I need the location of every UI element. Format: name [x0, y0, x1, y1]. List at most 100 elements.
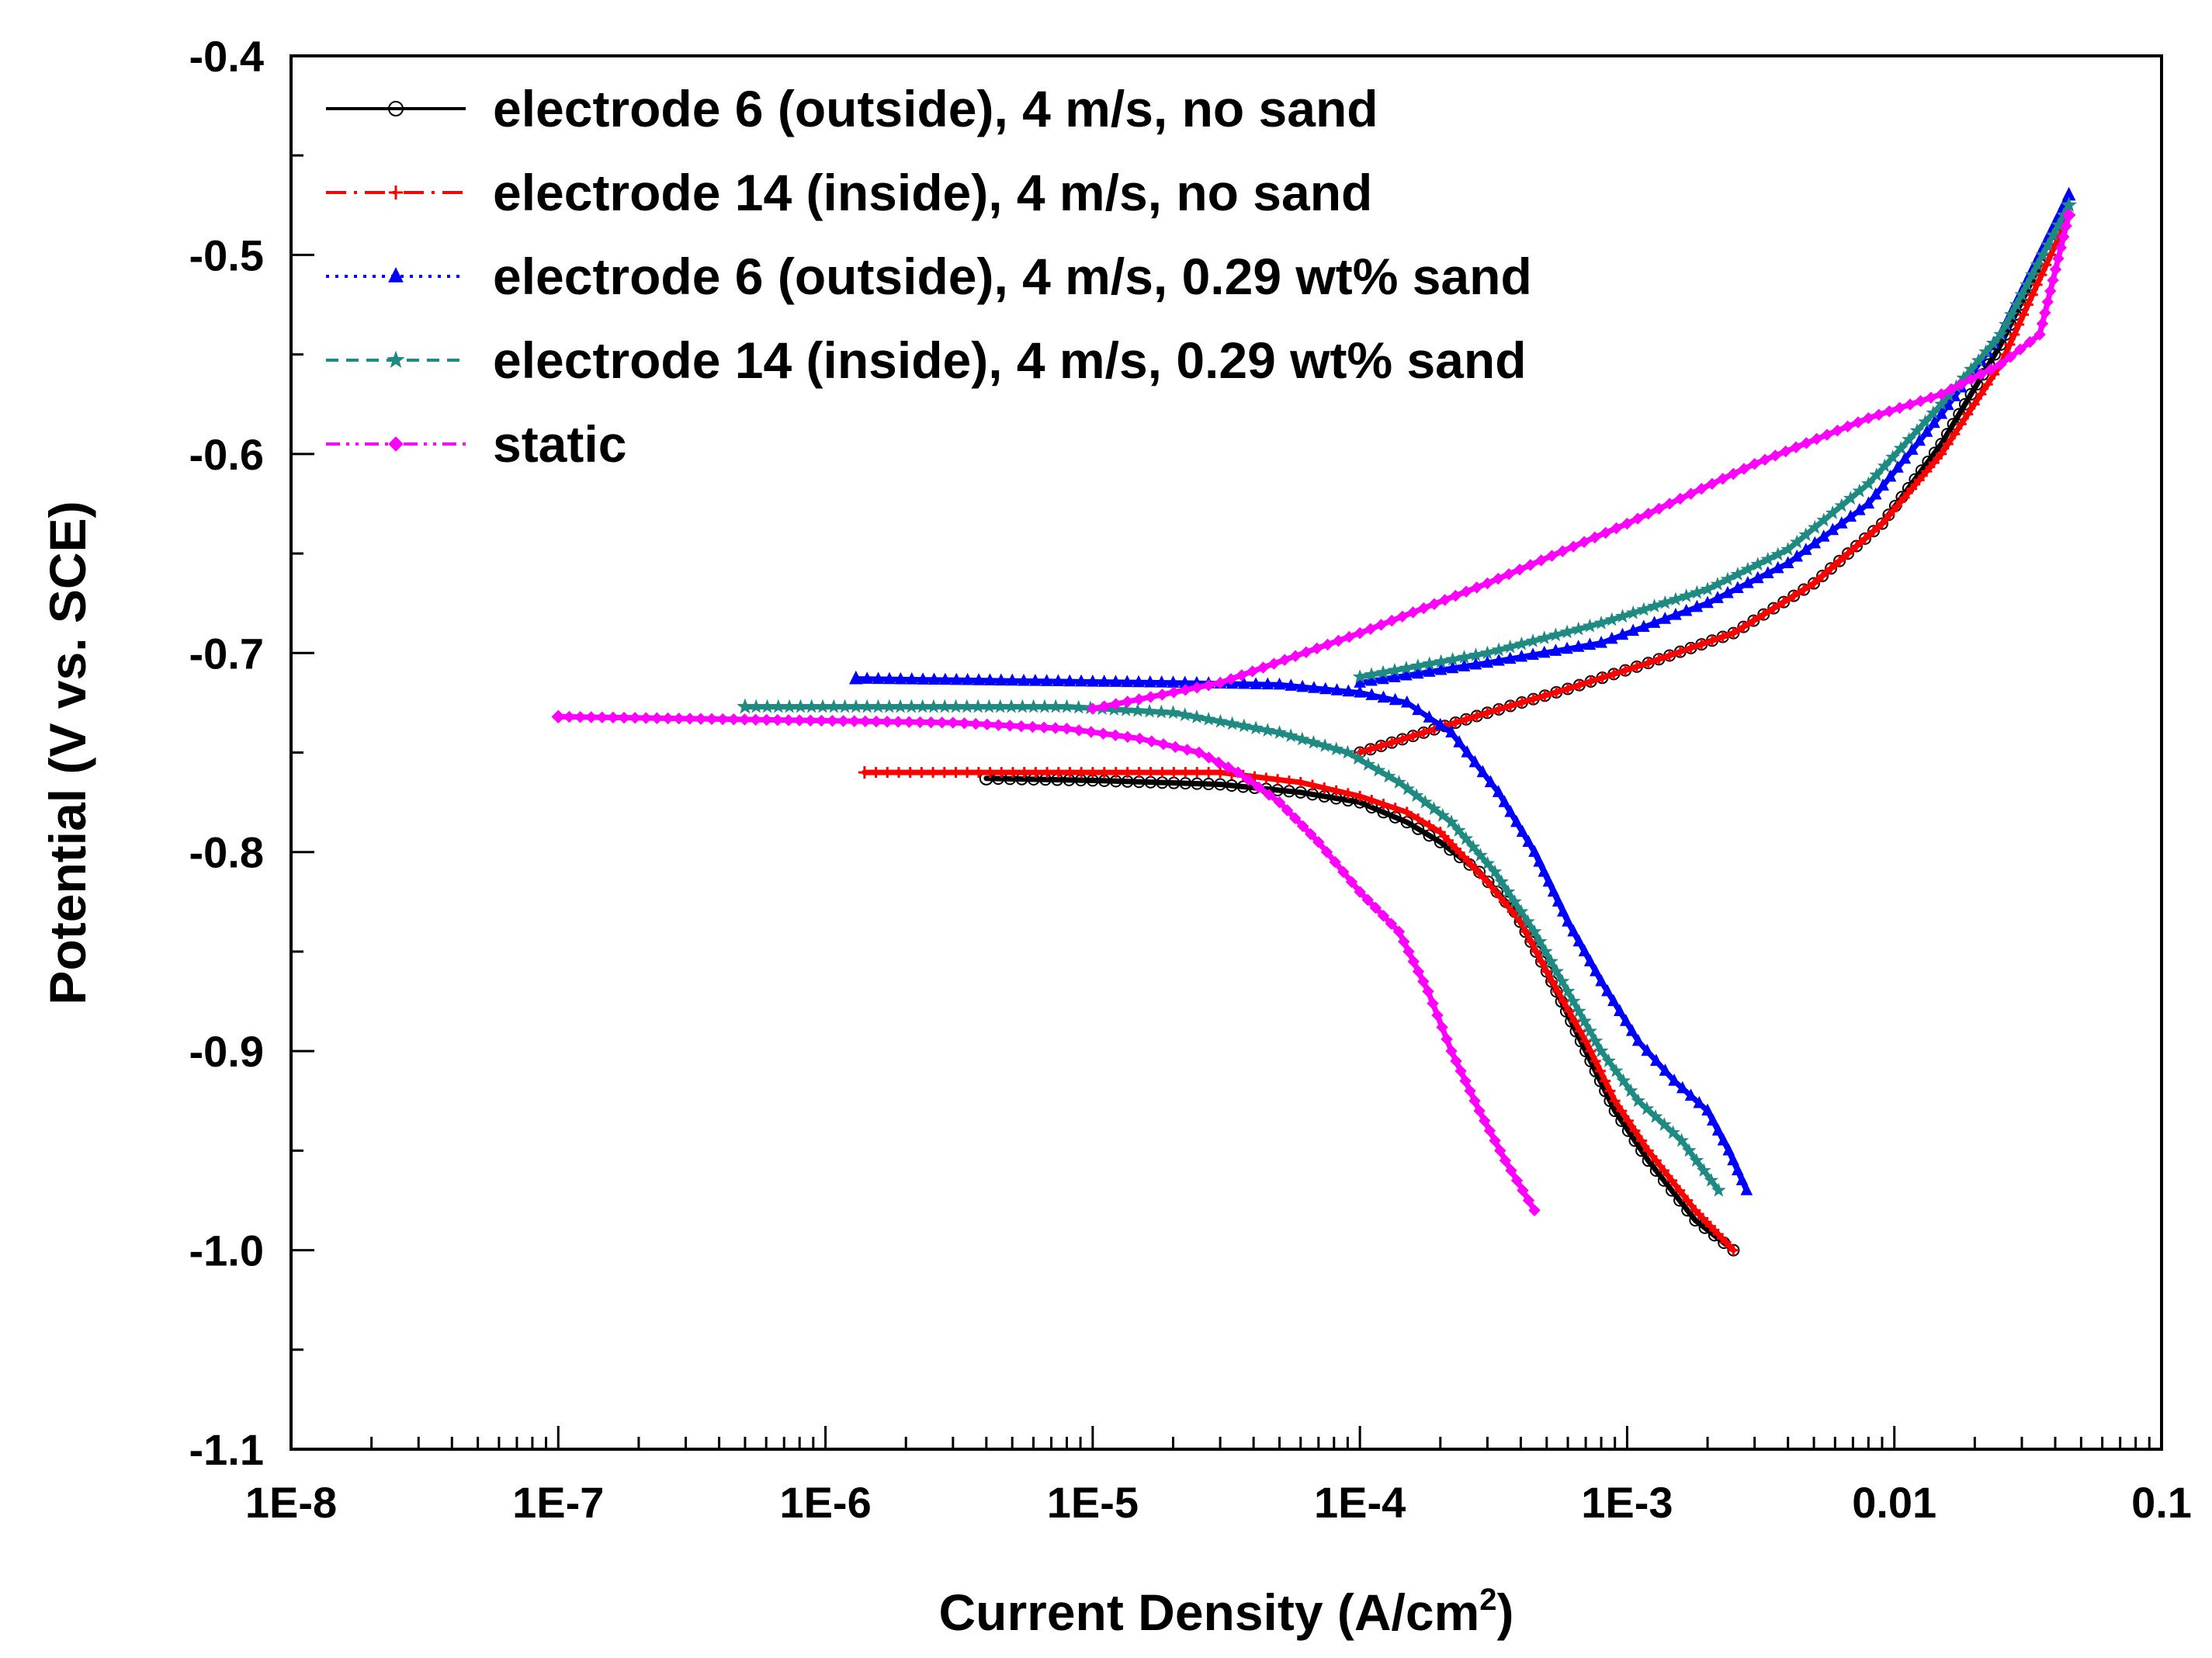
y-tick-label: -0.4 [189, 32, 265, 81]
series-3-point [1732, 581, 1744, 594]
series-2-point [1558, 996, 1569, 1008]
series-2-point [1674, 1185, 1686, 1196]
series-5-point [1790, 441, 1802, 453]
x-axis-title-main: Current Density (A/cm [938, 1583, 1479, 1641]
series-2-point [1260, 772, 1272, 784]
series-5-point [1631, 512, 1644, 525]
series-2-point [2022, 299, 2033, 310]
series-5-point [1510, 1174, 1524, 1187]
series-5-point [2047, 274, 2059, 286]
series-4-point [1625, 605, 1641, 619]
series-3-point [1740, 1183, 1753, 1195]
series-2-point [858, 766, 871, 779]
series-2-point [1563, 1005, 1575, 1017]
series-4-point [1364, 667, 1379, 682]
series-3-point [1659, 612, 1672, 624]
series-5-point [574, 711, 587, 723]
series-3-point [1493, 654, 1505, 666]
series-2-point [1697, 1212, 1709, 1224]
series-4-point [2009, 297, 2024, 311]
series-5-point [1417, 602, 1430, 615]
series-4-point [1458, 831, 1474, 845]
series-5-point [1385, 614, 1398, 627]
series-3-point [1503, 651, 1517, 664]
series-2-point [1413, 813, 1424, 824]
series-2-point [1541, 966, 1552, 977]
series-5-point [1097, 727, 1110, 740]
series-2-point [1594, 1065, 1606, 1077]
series-3-point [1717, 1133, 1730, 1146]
series-5-point [1716, 473, 1729, 485]
series-3-point [1862, 496, 1875, 509]
series-5-point [981, 718, 993, 731]
series-4-point [1130, 702, 1146, 717]
series-2-point [1482, 876, 1493, 888]
series-3-point [1562, 914, 1574, 927]
series-2-point [1087, 767, 1098, 779]
series-3-point [1510, 814, 1523, 827]
series-5-point [618, 711, 630, 724]
series-5-point [1085, 726, 1097, 738]
series-5-point [1312, 836, 1325, 848]
series-4-point [1601, 1053, 1616, 1067]
series-4-point [1503, 639, 1518, 654]
series-5-point [881, 716, 893, 728]
series-4-point [1572, 1004, 1586, 1018]
series-3-point [1453, 735, 1465, 747]
series-3-point [1377, 690, 1390, 703]
series-5-point [629, 712, 641, 724]
series-5-point [826, 714, 839, 727]
series-3-point [1354, 685, 1366, 698]
series-5-point [2044, 285, 2057, 297]
series-4-point [1918, 414, 1933, 428]
series-4-point [1704, 1172, 1719, 1187]
series-3-point [883, 671, 896, 685]
series-3-point [1583, 637, 1597, 650]
series-3-point [1727, 1153, 1739, 1166]
x-axis-title-close: ) [1497, 1583, 1514, 1641]
series-2-point [1650, 1155, 1662, 1167]
series-3-point [1853, 502, 1866, 515]
series-5-point [1995, 358, 2007, 371]
series-3-point [983, 673, 997, 685]
series-5-point [1320, 846, 1333, 858]
series-4-point [2003, 307, 2019, 321]
series-2-point [1434, 827, 1446, 838]
series-2-point [1913, 474, 1925, 486]
series-2-point [1203, 767, 1215, 779]
series-2-point [1423, 820, 1435, 831]
series-4-point [1583, 618, 1597, 633]
series-2-point [1569, 1015, 1580, 1027]
series-4-point [1507, 893, 1522, 908]
y-tick-labels: -0.4 -0.5 -0.6 -0.7 -0.8 -0.9 -1.0 -1.1 [189, 32, 265, 1474]
series-4-point [1538, 944, 1553, 958]
series-3-point [1817, 529, 1830, 542]
x-tick-labels: 1E-8 1E-7 1E-6 1E-5 1E-4 1E-3 0.01 0.1 [245, 1478, 2192, 1527]
series-2-point [1283, 775, 1295, 787]
series-3-point [950, 672, 963, 685]
series-5-point [892, 716, 904, 728]
series-2-point [1942, 439, 1954, 450]
series-4-point [1549, 963, 1565, 978]
series-3-point [1676, 1080, 1689, 1094]
series-4-point [1869, 467, 1884, 481]
series-5-point [1369, 901, 1382, 914]
series-3-point [1722, 1143, 1735, 1156]
series-4-point [1409, 788, 1424, 803]
series-2-point [1319, 782, 1330, 794]
series-2-point [1604, 1085, 1616, 1097]
series-2-point [1712, 1229, 1724, 1240]
series-5-point [1385, 917, 1398, 930]
series-3-point [1761, 566, 1774, 578]
series-2-point [1658, 1165, 1669, 1176]
series-2-point [1717, 631, 1728, 643]
series-5-point [1157, 738, 1170, 751]
series-4-point [1537, 630, 1552, 644]
series-3-point [1528, 845, 1541, 857]
series-4-point [1457, 650, 1472, 664]
series-3-point [1365, 673, 1378, 686]
series-3-point [1273, 677, 1286, 690]
series-4-point [1532, 934, 1548, 949]
series-4-point [1451, 823, 1466, 837]
